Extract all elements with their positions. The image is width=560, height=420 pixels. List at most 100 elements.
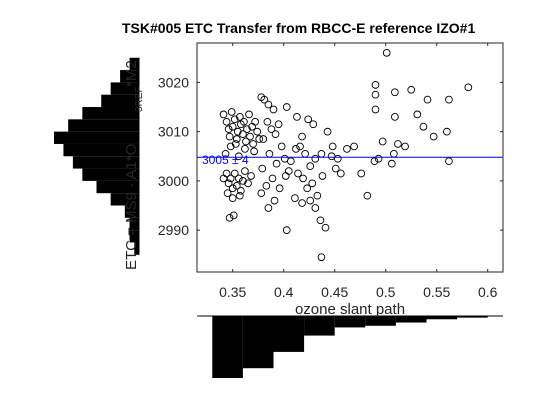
scatter-points	[219, 48, 473, 262]
y-histogram-bar	[68, 119, 139, 132]
data-point	[222, 169, 231, 178]
data-point	[306, 196, 315, 205]
data-point	[225, 213, 234, 222]
data-point	[387, 159, 396, 168]
y-tick-label: 2990	[158, 222, 189, 238]
data-point	[268, 174, 277, 183]
data-point	[222, 117, 231, 126]
data-point	[401, 142, 409, 151]
x-tick-label: 0.35	[219, 284, 246, 300]
x-tick-label: 0.55	[423, 284, 450, 300]
data-point	[226, 142, 235, 151]
data-point	[232, 181, 241, 190]
data-point	[263, 117, 272, 126]
data-point	[219, 110, 228, 119]
data-point	[260, 95, 269, 104]
data-point	[274, 120, 283, 129]
y-histogram-bar	[96, 180, 139, 194]
data-point	[226, 174, 235, 183]
data-point	[286, 157, 295, 166]
x-tick-label: 0.45	[321, 284, 348, 300]
data-point	[234, 152, 243, 161]
data-point	[272, 159, 281, 168]
data-point	[232, 135, 241, 143]
data-point	[350, 142, 358, 151]
data-point	[229, 211, 238, 220]
data-point	[311, 154, 320, 163]
data-point	[235, 191, 244, 200]
data-point	[246, 132, 254, 141]
y-histogram-bar	[101, 94, 139, 108]
data-point	[270, 196, 279, 205]
y-axis-label-tail: *M2	[123, 60, 140, 87]
y-histogram-bar	[129, 230, 139, 243]
y-tick-label: 3020	[158, 74, 189, 90]
data-point	[382, 48, 391, 57]
data-point	[277, 142, 286, 151]
y-histogram-bar	[120, 70, 139, 83]
data-point	[323, 127, 332, 136]
data-point	[394, 140, 402, 148]
x-histogram-bar	[242, 316, 274, 369]
data-point	[224, 179, 233, 188]
y-histogram-bar	[82, 168, 139, 181]
data-point	[413, 110, 422, 119]
x-histogram-bar	[457, 316, 488, 318]
data-point	[407, 85, 416, 94]
data-point	[228, 122, 237, 131]
data-point	[228, 194, 237, 202]
data-point	[296, 142, 304, 151]
data-point	[464, 83, 473, 92]
data-point	[317, 253, 326, 262]
data-point	[242, 137, 250, 146]
data-point	[299, 174, 307, 183]
data-point	[281, 172, 290, 180]
y-axis-label-subscript: 3REF	[134, 86, 145, 112]
data-point	[271, 130, 280, 138]
data-point	[224, 125, 233, 134]
x-histogram-bar	[212, 316, 243, 378]
data-point	[244, 179, 252, 188]
y-marginal-histogram	[54, 57, 140, 255]
data-point	[371, 105, 380, 114]
data-point	[371, 81, 380, 89]
x-histogram-bar	[273, 316, 305, 352]
data-point	[328, 142, 337, 151]
data-point	[251, 117, 259, 126]
data-point	[311, 204, 320, 212]
data-point	[378, 137, 387, 146]
mean-annotation: 3005 ± 4	[202, 153, 249, 167]
data-point	[223, 189, 232, 198]
data-point	[443, 127, 451, 136]
y-histogram-bar	[110, 193, 139, 206]
data-point	[303, 184, 312, 193]
data-point	[237, 186, 245, 195]
data-point	[282, 226, 291, 234]
data-point	[343, 145, 351, 153]
axis-ticks: 0.35 0.4 0.45 0.5 0.55 0.6 2990 3000 3010 3020	[158, 43, 503, 300]
y-tick-label: 3000	[158, 173, 189, 189]
data-point	[292, 145, 300, 153]
y-axis-label-main: ETC = MS9 - A1*O	[123, 144, 140, 270]
data-point	[241, 167, 249, 175]
data-point	[253, 127, 262, 136]
data-point	[239, 177, 247, 185]
data-point	[293, 113, 301, 121]
data-point	[267, 125, 276, 134]
data-point	[257, 189, 266, 198]
data-point	[241, 145, 249, 153]
data-point	[336, 169, 345, 178]
data-point	[429, 132, 438, 141]
data-point	[264, 204, 273, 212]
data-point	[391, 113, 399, 121]
data-point	[243, 125, 251, 134]
data-point	[391, 88, 399, 97]
data-point	[240, 117, 248, 126]
data-point	[374, 154, 383, 163]
data-point	[423, 95, 432, 104]
x-tick-label: 0.4	[274, 284, 294, 300]
data-point	[306, 162, 315, 170]
y-histogram-bar	[82, 107, 139, 120]
data-point	[269, 105, 278, 114]
